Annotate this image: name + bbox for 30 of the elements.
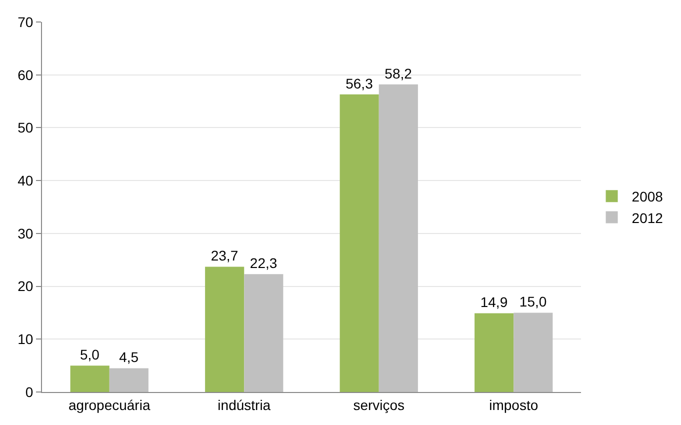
x-tick-label: agropecuária: [68, 396, 150, 413]
y-tick-label: 70: [18, 14, 34, 30]
y-tick-label: 60: [18, 66, 34, 83]
bar: [109, 368, 148, 392]
data-label: 58,2: [384, 65, 412, 82]
y-tick-label: 40: [18, 172, 34, 188]
data-label: 4,5: [119, 349, 139, 366]
bar: [205, 266, 244, 392]
data-label: 5,0: [80, 346, 100, 363]
data-label: 15,0: [519, 294, 547, 310]
x-tick-label: serviços: [353, 396, 405, 413]
y-tick-label: 0: [25, 384, 34, 400]
y-tick-label: 10: [18, 331, 34, 348]
legend-label: 2008: [632, 188, 664, 205]
bar: [244, 274, 284, 392]
bar: [340, 94, 379, 392]
bar: [70, 366, 110, 392]
x-tick-label: imposto: [489, 396, 538, 413]
data-label: 14,9: [480, 294, 508, 310]
y-tick-label: 50: [18, 120, 34, 136]
y-tick-label: 30: [18, 225, 34, 242]
data-label: 23,7: [210, 248, 238, 264]
data-label: 22,3: [250, 255, 278, 272]
bar: [514, 312, 553, 392]
x-tick-label: indústria: [218, 396, 271, 413]
y-tick-label: 20: [18, 278, 34, 294]
bar: [474, 313, 514, 392]
bar: [378, 84, 418, 392]
data-label: 56,3: [346, 75, 374, 92]
legend-label: 2012: [632, 210, 664, 226]
